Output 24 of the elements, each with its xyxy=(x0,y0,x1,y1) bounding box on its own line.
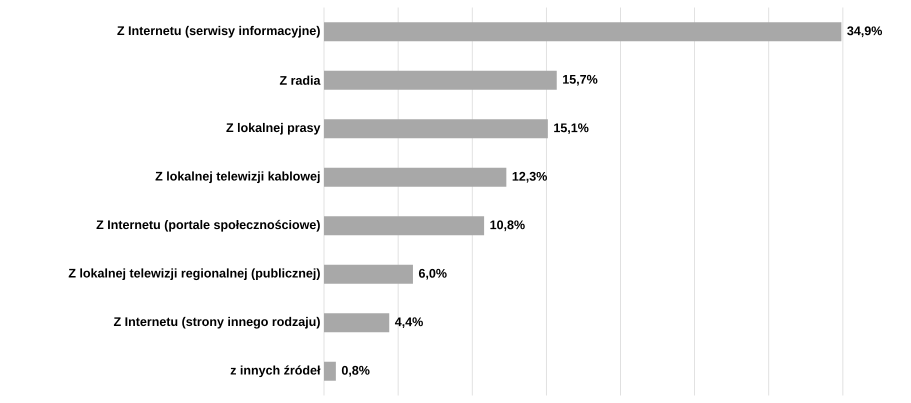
y-tick-label: z innych źródeł xyxy=(230,365,320,378)
data-label: 15,7% xyxy=(563,74,598,86)
y-tick-label: Z Internetu (portale społecznościowe) xyxy=(96,220,320,232)
data-label: 4,4% xyxy=(394,317,423,328)
data-label: 0,8% xyxy=(342,366,370,377)
data-label: 10,8% xyxy=(490,220,525,232)
data-label: 34,9% xyxy=(847,26,882,38)
bar xyxy=(324,119,548,138)
data-label: 15,1% xyxy=(554,123,589,134)
y-tick-label: Z Internetu (serwisy informacyjne) xyxy=(117,26,320,38)
y-tick-label: Z lokalnej prasy xyxy=(226,122,320,135)
data-label: 12,3% xyxy=(512,172,547,183)
bar xyxy=(324,168,506,187)
bar xyxy=(324,70,557,90)
bar xyxy=(324,216,484,236)
y-tick-label: Z radia xyxy=(280,76,321,85)
y-tick-label: Z lokalnej telewizji regionalnej (publicznej) xyxy=(68,268,320,280)
bar xyxy=(324,22,842,42)
bar xyxy=(324,362,336,381)
data-label: 6,0% xyxy=(418,268,447,280)
y-tick-label: Z lokalnej telewizji kablowej xyxy=(156,171,320,184)
y-tick-label: Z Internetu (strony innego rodzaju) xyxy=(114,316,320,329)
bar xyxy=(324,264,413,284)
bar xyxy=(324,313,390,332)
